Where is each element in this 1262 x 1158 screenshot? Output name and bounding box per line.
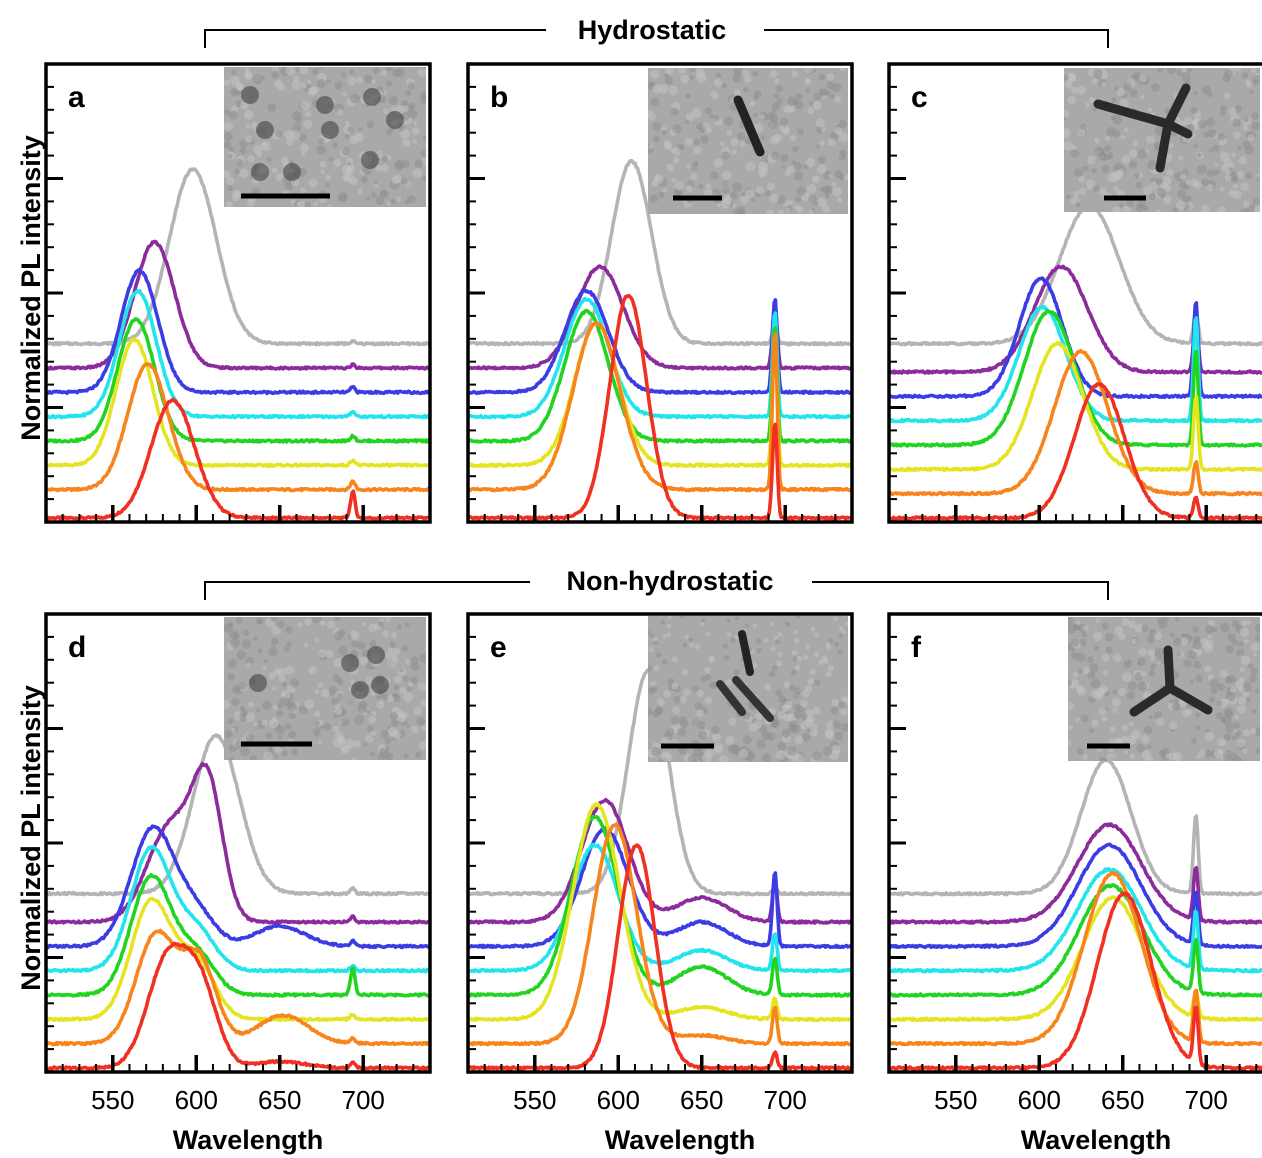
x-tick-label: 550 (513, 1085, 556, 1115)
tem-inset-image (1068, 617, 1260, 761)
series-line-3 (46, 896, 430, 1023)
panel-d: 550 600 650 700 d (44, 612, 432, 1115)
series-line-3 (889, 341, 1262, 473)
series-line-4 (889, 883, 1262, 998)
series-line-8 (889, 757, 1262, 897)
series-line-1 (889, 891, 1262, 1071)
non-hydrostatic-bracket (204, 581, 1109, 600)
x-tick-label: 700 (1185, 1085, 1228, 1115)
series-line-8 (889, 203, 1262, 347)
series-line-2 (46, 928, 430, 1047)
series-line-5 (46, 289, 430, 420)
x-tick-label: 650 (680, 1085, 723, 1115)
series-line-4 (46, 317, 430, 444)
series-line-6 (468, 826, 852, 950)
x-tick-label: 550 (934, 1085, 977, 1115)
x-tick-label: 650 (1101, 1085, 1144, 1115)
series-line-5 (468, 296, 852, 420)
series-line-8 (46, 733, 430, 897)
panel-b: b (466, 62, 854, 524)
x-axis-label-e: Wavelength (605, 1125, 756, 1155)
series-line-2 (889, 349, 1262, 497)
series-group (468, 668, 852, 1071)
series-group (46, 733, 430, 1071)
hydrostatic-bracket (204, 29, 1109, 48)
series-group (46, 167, 430, 521)
series-line-6 (889, 276, 1262, 400)
x-tick-label: 600 (1018, 1085, 1061, 1115)
series-line-3 (46, 337, 430, 469)
series-group (889, 203, 1262, 521)
series-line-7 (468, 264, 852, 371)
series-line-2 (468, 320, 852, 493)
panel-a: a (44, 62, 432, 524)
panel-letter: c (911, 81, 928, 114)
series-line-2 (889, 871, 1262, 1047)
series-line-8 (46, 167, 430, 347)
series-line-1 (889, 382, 1262, 521)
panel-letter: f (911, 631, 922, 664)
series-line-1 (46, 941, 430, 1071)
series-line-5 (889, 867, 1262, 974)
series-line-4 (46, 873, 430, 998)
x-tick-label: 600 (175, 1085, 218, 1115)
x-tick-label: 700 (342, 1085, 385, 1115)
series-line-6 (468, 288, 852, 396)
panel-e: 550 600 650 700 e (466, 612, 854, 1115)
series-line-8 (468, 158, 852, 347)
series-line-4 (468, 308, 852, 444)
x-tick-label: 600 (597, 1085, 640, 1115)
series-line-3 (468, 802, 852, 1023)
series-line-7 (889, 822, 1262, 925)
panels-container: a b c 550 600 650 700 d 550 600 650 700 e 550 600 650 70… (44, 62, 1262, 1115)
series-group (889, 757, 1262, 1071)
tem-inset-image (224, 67, 426, 207)
series-line-5 (46, 844, 430, 974)
series-line-4 (468, 814, 852, 998)
x-tick-label: 650 (258, 1085, 301, 1115)
series-line-1 (468, 843, 852, 1071)
y-axis-label-top: Normalized PL intensity (16, 135, 46, 441)
x-axis-label-f: Wavelength (1021, 1125, 1172, 1155)
panel-f: 550 600 650 700 f (887, 612, 1262, 1115)
series-line-7 (46, 239, 430, 371)
series-line-6 (889, 842, 1262, 950)
tem-inset-image (224, 617, 426, 760)
panel-c: c (887, 62, 1262, 524)
series-line-6 (46, 268, 430, 396)
series-line-2 (46, 362, 430, 493)
series-line-7 (46, 761, 430, 925)
x-tick-label: 700 (764, 1085, 807, 1115)
panel-letter: a (68, 81, 85, 114)
series-line-7 (889, 264, 1262, 375)
panel-letter: d (68, 631, 86, 664)
x-axis-label-d: Wavelength (173, 1125, 324, 1155)
tem-inset-image (648, 68, 848, 214)
x-tick-label: 550 (91, 1085, 134, 1115)
series-group (468, 158, 852, 521)
series-line-1 (468, 294, 852, 521)
panel-letter: e (490, 631, 507, 664)
tem-inset-image (1064, 68, 1260, 212)
series-line-2 (468, 822, 852, 1047)
tem-inset-image (648, 616, 848, 762)
hydrostatic-label: Hydrostatic (578, 15, 727, 45)
series-line-6 (46, 824, 430, 950)
non-hydrostatic-label: Non-hydrostatic (566, 566, 773, 596)
series-line-7 (468, 797, 852, 925)
panel-letter: b (490, 81, 508, 114)
series-line-1 (46, 397, 430, 521)
y-axis-label-bottom: Normalized PL intensity (16, 685, 46, 991)
